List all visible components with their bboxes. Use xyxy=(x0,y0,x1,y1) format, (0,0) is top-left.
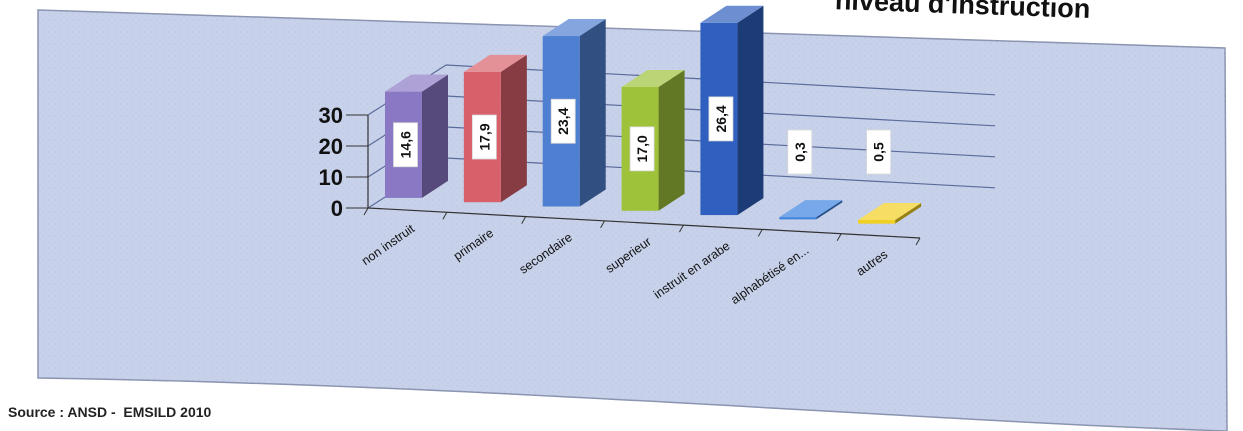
data-label-box xyxy=(471,114,497,160)
x-tick-mark xyxy=(521,216,527,224)
data-label-text: 0,5 xyxy=(871,142,887,162)
source-note: Source : ANSD - EMSILD 2010 xyxy=(8,404,212,420)
bar-top xyxy=(385,74,448,92)
x-tick-mark xyxy=(363,207,369,216)
y-tick-label: 20 xyxy=(319,134,343,159)
bar xyxy=(542,19,606,207)
bar xyxy=(779,200,843,220)
bar-side xyxy=(579,19,606,207)
data-labels: 14,6 17,9 23,4 17,0 26,4 0,3 0,5 xyxy=(393,96,892,175)
data-label-text: 23,4 xyxy=(555,107,571,134)
bar-top xyxy=(858,203,922,221)
data-label: 23,4 xyxy=(550,98,576,144)
bar-top xyxy=(700,5,764,23)
data-label: 17,0 xyxy=(629,126,655,172)
x-tick-mark xyxy=(836,233,842,241)
bar-front xyxy=(858,220,896,224)
bar-side xyxy=(500,54,527,203)
bar-side xyxy=(422,74,448,198)
data-label: 26,4 xyxy=(708,96,734,142)
data-label-box xyxy=(866,129,892,175)
bar-side xyxy=(816,200,843,220)
bar-side xyxy=(895,203,922,224)
bar xyxy=(858,203,922,224)
chart-title: niveau d'instruction xyxy=(834,0,1090,24)
chart-axes xyxy=(346,114,921,246)
data-label-box xyxy=(708,96,734,142)
y-tick-labels: 0 10 20 30 xyxy=(319,103,343,221)
bar-side xyxy=(737,5,764,216)
data-label: 14,6 xyxy=(393,122,418,168)
data-label: 17,9 xyxy=(471,114,497,160)
data-label: 0,5 xyxy=(866,129,892,175)
bar-side xyxy=(658,69,685,211)
data-label-box xyxy=(393,122,418,168)
data-label-box xyxy=(629,126,655,172)
x-tick-mark xyxy=(442,212,448,220)
x-tick-mark xyxy=(757,229,763,237)
data-label-text: 17,0 xyxy=(634,135,650,162)
data-label-text: 26,4 xyxy=(713,105,729,132)
data-label-text: 0,3 xyxy=(792,142,808,162)
bar-top xyxy=(463,54,527,72)
x-tick-mark xyxy=(678,224,684,233)
bar-top xyxy=(779,200,843,218)
bar-front xyxy=(779,217,817,220)
x-tick-mark xyxy=(915,237,921,246)
data-label: 0,3 xyxy=(787,129,813,175)
data-label-text: 14,6 xyxy=(398,131,414,158)
y-tick-label: 10 xyxy=(319,165,343,190)
data-label-text: 17,9 xyxy=(476,123,492,150)
bar-top xyxy=(542,19,606,37)
x-tick-mark xyxy=(600,220,606,229)
y-tick-label: 30 xyxy=(319,103,343,128)
data-label-box xyxy=(550,98,576,144)
x-axis xyxy=(367,207,921,239)
data-label-box xyxy=(787,129,813,175)
y-tick-label: 0 xyxy=(331,196,343,221)
bar-top xyxy=(621,69,685,87)
